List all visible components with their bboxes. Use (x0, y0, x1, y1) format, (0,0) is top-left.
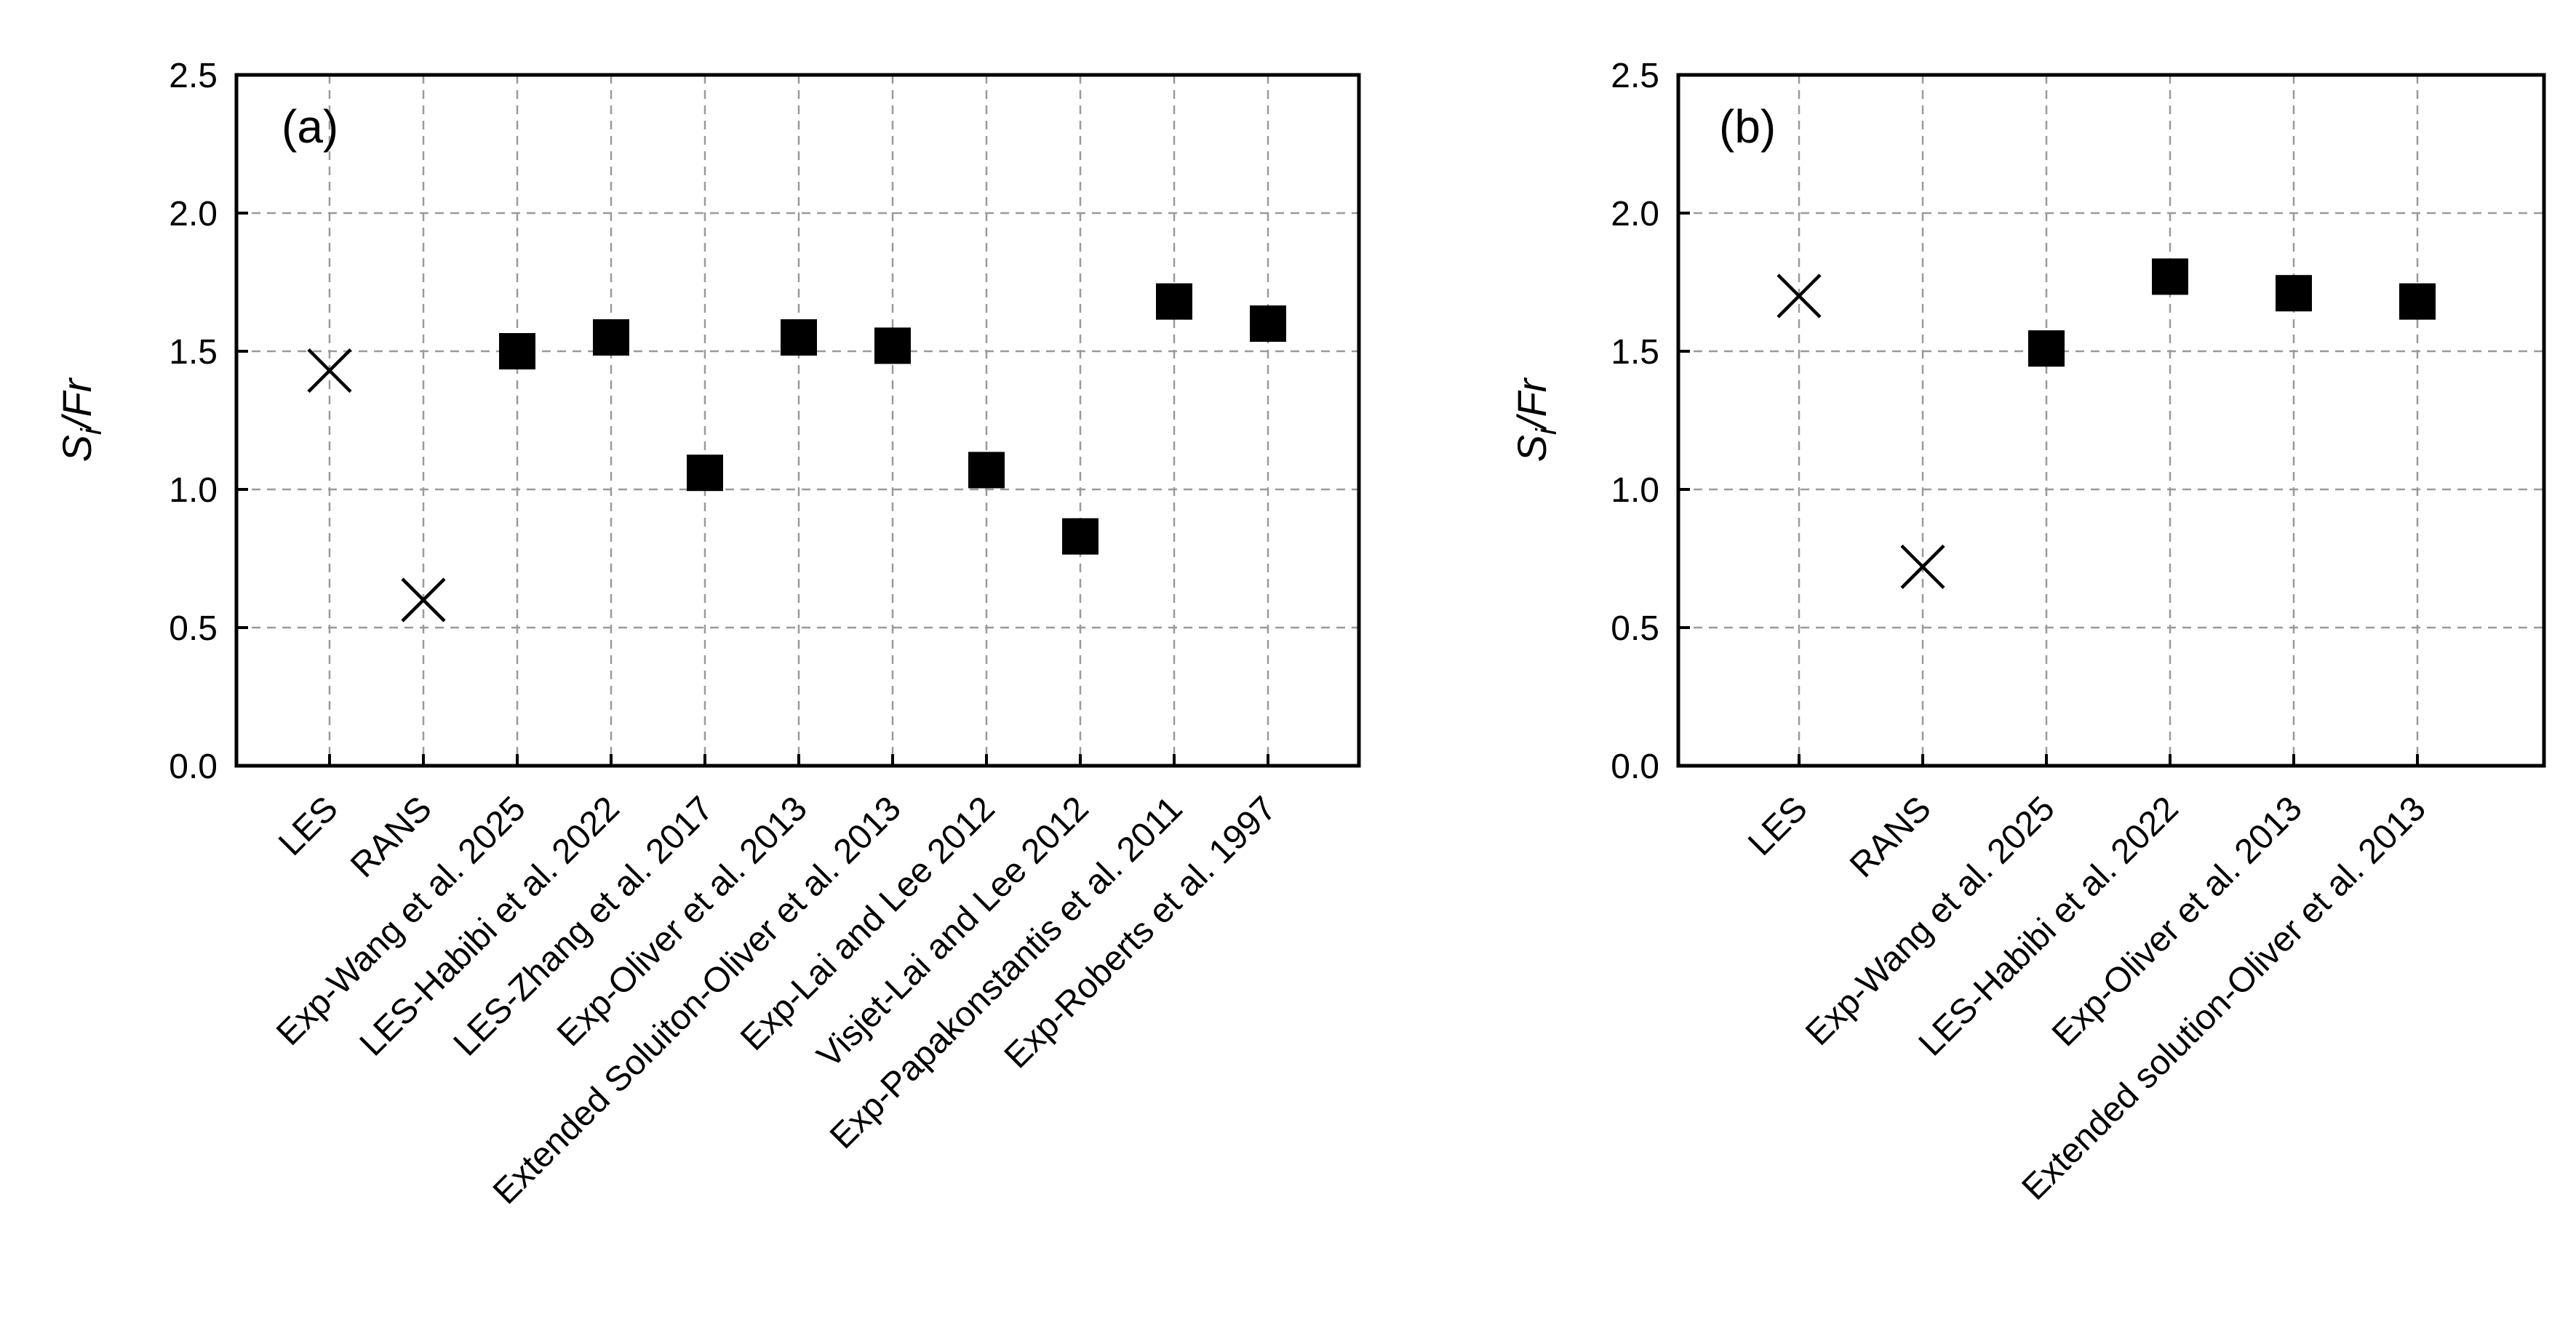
y-tick-label: 0.0 (169, 748, 218, 786)
gridlines-a (236, 75, 1359, 766)
data-point-square (499, 333, 535, 369)
y-tick-label: 1.5 (169, 333, 218, 372)
category-label: Exp-Wang et al. 2025 (1798, 789, 2062, 1053)
y-tick-label: 0.5 (169, 609, 218, 648)
category-label: LES (1741, 789, 1815, 863)
data-point-cross (307, 348, 352, 393)
category-label: Exp-Oliver et al. 2013 (2045, 789, 2310, 1054)
data-points-a (307, 283, 1286, 623)
category-label: RANS (1843, 789, 1939, 885)
category-label: LES (271, 789, 346, 863)
data-point-square (1250, 305, 1286, 342)
gridlines-b (1678, 75, 2544, 766)
plot-frame-b (1676, 73, 2546, 768)
data-point-cross (1900, 544, 1945, 589)
data-point-square (687, 455, 723, 492)
cross-stroke (307, 348, 352, 393)
y-axis-label-rest-a: /Fr (54, 377, 100, 431)
data-point-square (1156, 283, 1192, 320)
y-tick-label: 2.0 (169, 195, 218, 233)
y-tick-label: 2.0 (1611, 195, 1659, 233)
data-point-square (2152, 258, 2188, 295)
y-tick-label: 1.0 (1611, 471, 1659, 510)
cross-stroke (401, 577, 446, 623)
panel-label-a: (a) (282, 100, 338, 153)
panel-label-b: (b) (1719, 100, 1776, 153)
ticks-a (236, 73, 1269, 767)
data-point-square (968, 452, 1005, 489)
cross-stroke (1900, 544, 1945, 589)
y-axis-label-rest-b: /Fr (1509, 377, 1555, 431)
y-tick-label: 0.0 (1611, 748, 1659, 786)
data-point-cross (401, 577, 446, 623)
data-point-square (593, 319, 629, 356)
y-axis-label-b: Si/Fr (1509, 377, 1563, 462)
y-tick-label: 0.5 (1611, 609, 1659, 648)
data-point-square (2028, 330, 2065, 367)
data-point-square (2276, 275, 2312, 312)
y-tick-labels-a: 0.0 0.5 1.0 1.5 2.0 2.5 (169, 57, 218, 786)
y-axis-label-a: Si/Fr (54, 377, 108, 462)
data-point-square (781, 319, 817, 356)
y-axis-label-main-a: S (54, 435, 100, 462)
y-tick-label: 2.5 (1611, 57, 1659, 95)
cross-stroke (1777, 273, 1822, 319)
y-tick-label: 1.0 (169, 471, 218, 510)
data-point-square (1062, 518, 1098, 555)
data-point-square (874, 327, 911, 364)
y-axis-label-main-b: S (1509, 435, 1555, 462)
y-tick-label: 2.5 (169, 57, 218, 95)
y-axis-label-sub-b: i (1531, 428, 1563, 435)
y-tick-labels-b: 0.0 0.5 1.0 1.5 2.0 2.5 (1611, 57, 1659, 786)
data-point-cross (1777, 273, 1822, 319)
y-axis-label-sub-a: i (76, 428, 108, 435)
ticks-b (1678, 73, 2419, 767)
plot-frame-a (234, 73, 1361, 768)
y-tick-label: 1.5 (1611, 333, 1659, 372)
data-point-square (2399, 283, 2436, 320)
data-points-b (1777, 258, 2436, 589)
